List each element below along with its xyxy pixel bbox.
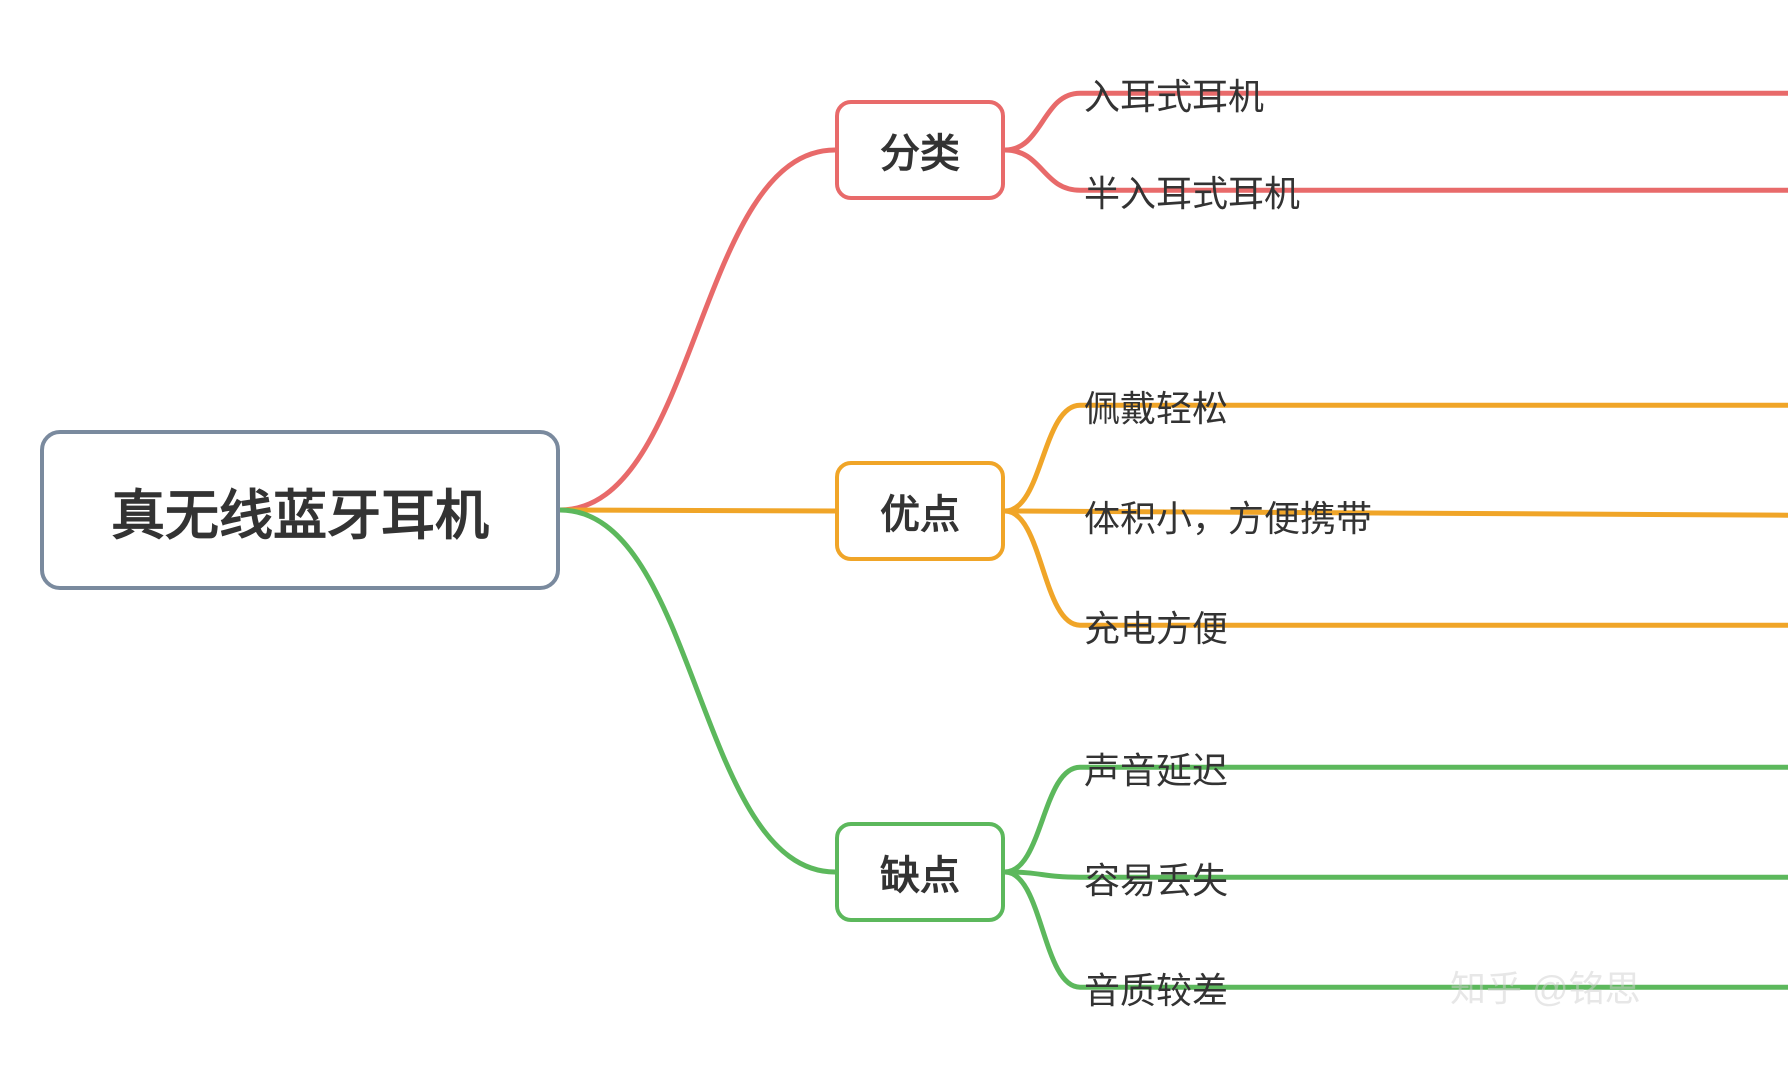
watermark-text1: 知乎: [1450, 968, 1522, 1009]
root-node: 真无线蓝牙耳机: [40, 430, 560, 590]
leaf-node: 佩戴轻松: [1084, 380, 1228, 432]
branch-node-cons: 缺点: [835, 822, 1005, 922]
watermark-text2: @铭思: [1532, 968, 1641, 1009]
leaf-node: 半入耳式耳机: [1084, 165, 1300, 217]
leaf-node: 声音延迟: [1084, 742, 1228, 794]
leaf-node: 入耳式耳机: [1084, 68, 1264, 120]
leaf-node: 容易丢失: [1084, 852, 1228, 904]
leaf-node: 体积小，方便携带: [1084, 490, 1372, 542]
leaf-node: 音质较差: [1084, 962, 1228, 1014]
branch-node-category: 分类: [835, 100, 1005, 200]
branch-node-pros: 优点: [835, 461, 1005, 561]
watermark: 知乎 @铭思: [1450, 960, 1641, 1012]
leaf-node: 充电方便: [1084, 600, 1228, 652]
